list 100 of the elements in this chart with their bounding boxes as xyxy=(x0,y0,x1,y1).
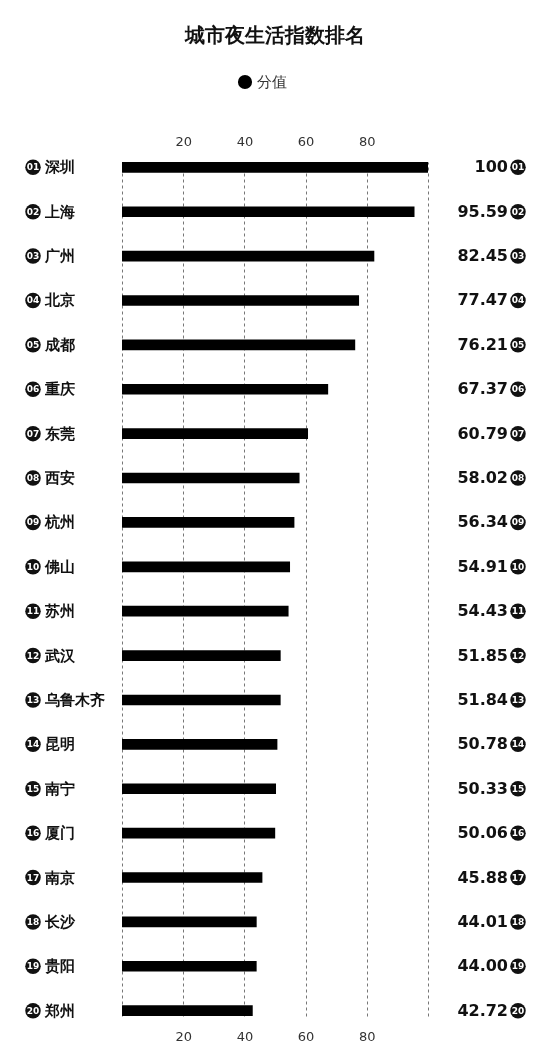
y-tick-label: 西安 xyxy=(44,469,75,488)
y-tick-label: 北京 xyxy=(44,291,75,310)
text: 14 xyxy=(511,739,525,750)
bar xyxy=(122,605,289,617)
bar xyxy=(122,739,278,750)
text: 10 xyxy=(26,561,40,572)
y-tick-label: 重庆 xyxy=(44,380,75,399)
x-tick-label: 60 xyxy=(297,1028,315,1044)
data-label: 60.79 xyxy=(457,423,508,443)
data-label: 77.47 xyxy=(457,290,508,310)
data-label: 54.43 xyxy=(457,601,508,621)
bar xyxy=(122,162,428,173)
text: 09 xyxy=(511,517,525,528)
x2-tick-label: 20 xyxy=(175,133,192,149)
data-label: 50.33 xyxy=(457,778,508,798)
data-label: 82.45 xyxy=(457,246,508,266)
y-tick-label: 佛山 xyxy=(44,557,75,576)
data-label: 95.59 xyxy=(457,201,508,221)
bar xyxy=(122,561,291,573)
data-label: 56.34 xyxy=(457,512,508,532)
bar xyxy=(122,1005,253,1016)
bar xyxy=(122,250,375,262)
bar xyxy=(122,916,257,928)
text: 17 xyxy=(26,872,40,883)
text: 08 xyxy=(26,473,40,484)
data-label: 51.84 xyxy=(457,689,508,709)
text: 06 xyxy=(26,384,40,395)
data-label: 50.78 xyxy=(457,734,508,754)
bar xyxy=(122,339,356,351)
y-tick-label: 杭州 xyxy=(44,513,75,532)
text: 15 xyxy=(511,783,525,794)
x2-tick-label: 40 xyxy=(236,133,254,149)
bar xyxy=(122,827,276,839)
text: 20 xyxy=(26,1005,40,1016)
chart-title: 城市夜生活指数排名 xyxy=(184,23,365,47)
y-tick-label: 上海 xyxy=(44,202,75,221)
bar xyxy=(122,872,263,883)
y-tick-label: 郑州 xyxy=(44,1001,75,1020)
text: 07 xyxy=(511,428,525,439)
data-label: 51.85 xyxy=(457,645,508,665)
bar xyxy=(122,783,277,795)
bar xyxy=(122,206,415,218)
text: 02 xyxy=(26,206,40,217)
text: 16 xyxy=(26,828,40,839)
y-tick-label: 武汉 xyxy=(44,646,76,665)
data-label: 44.01 xyxy=(457,911,508,931)
text: 05 xyxy=(511,339,525,350)
text: 01 xyxy=(26,162,40,173)
data-label: 67.37 xyxy=(457,379,508,399)
x-tick-label: 40 xyxy=(236,1028,254,1044)
text: 07 xyxy=(26,428,40,439)
bar xyxy=(122,517,295,528)
text: 15 xyxy=(26,783,40,794)
text: 04 xyxy=(26,295,40,306)
text: 13 xyxy=(511,694,525,705)
y-tick-label: 成都 xyxy=(44,335,75,354)
data-label: 45.88 xyxy=(457,867,508,887)
text: 17 xyxy=(511,872,525,883)
text: 08 xyxy=(511,473,525,484)
text: 19 xyxy=(26,961,40,972)
data-label: 58.02 xyxy=(457,468,508,488)
text: 06 xyxy=(511,384,525,395)
bar xyxy=(122,383,329,395)
data-label: 50.06 xyxy=(457,823,508,843)
x2-tick-label: 80 xyxy=(359,133,376,149)
data-label: 100 xyxy=(474,157,508,177)
text: 14 xyxy=(26,739,40,750)
text: 10 xyxy=(511,561,525,572)
x-tick-label: 20 xyxy=(175,1028,192,1044)
text: 05 xyxy=(26,339,40,350)
bar xyxy=(122,650,281,661)
bar xyxy=(122,428,309,439)
bar xyxy=(122,472,300,484)
text: 13 xyxy=(26,694,40,705)
text: 12 xyxy=(511,650,525,661)
y-tick-label: 乌鲁木齐 xyxy=(44,690,105,709)
y-tick-label: 昆明 xyxy=(45,735,75,754)
text: 11 xyxy=(26,606,40,617)
text: 11 xyxy=(511,606,525,617)
text: 18 xyxy=(511,916,525,927)
y-tick-label: 深圳 xyxy=(44,158,75,177)
y-tick-label: 南宁 xyxy=(44,779,75,798)
text: 20 xyxy=(511,1005,525,1016)
text: 04 xyxy=(511,295,525,306)
text: 19 xyxy=(511,961,525,972)
data-label: 54.91 xyxy=(457,556,508,576)
data-label: 76.21 xyxy=(457,334,508,354)
y-tick-label: 广州 xyxy=(44,247,75,266)
y-tick-label: 南京 xyxy=(44,868,75,887)
text: 18 xyxy=(26,916,40,927)
legend-label: 分值 xyxy=(257,73,287,91)
bar xyxy=(122,960,257,972)
text: 03 xyxy=(511,251,525,262)
x-tick-label: 80 xyxy=(359,1028,376,1044)
y-tick-label: 长沙 xyxy=(44,912,76,931)
text: 02 xyxy=(511,206,525,217)
text: 16 xyxy=(511,828,525,839)
data-label: 44.00 xyxy=(457,956,508,976)
text: 09 xyxy=(26,517,40,528)
y-tick-label: 贵阳 xyxy=(44,957,75,976)
